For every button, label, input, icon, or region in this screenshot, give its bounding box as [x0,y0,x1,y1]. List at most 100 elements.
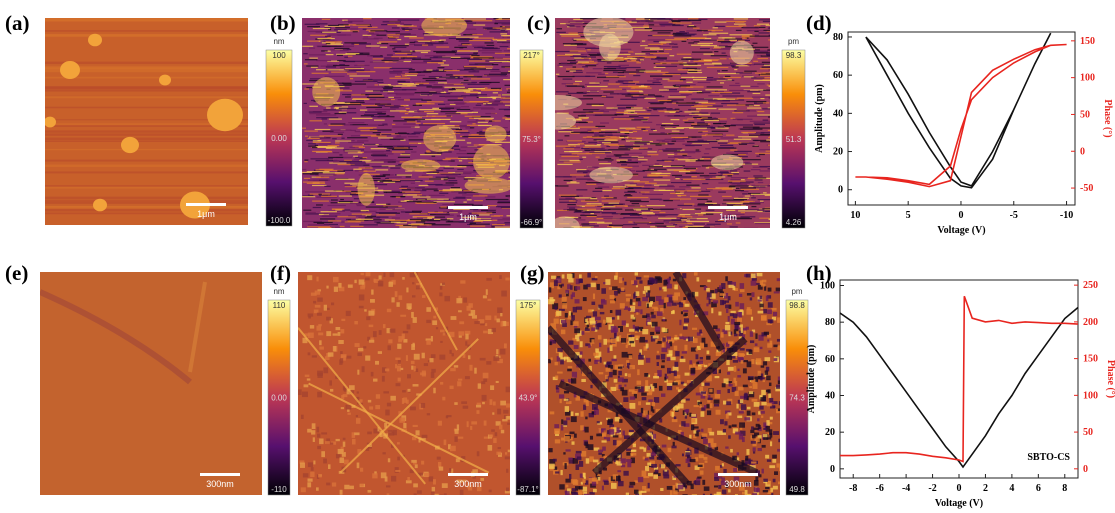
speck [764,332,769,335]
speck [386,204,390,205]
speck [766,54,780,55]
speck [705,225,715,226]
panel-label: (d) [806,11,832,35]
speck [694,208,701,209]
speck [406,480,412,483]
speck [419,124,437,125]
speck [646,358,650,363]
speck [426,86,442,87]
speck [602,212,616,213]
speck [635,29,653,30]
speck [364,144,376,145]
speck [492,224,505,225]
speck [396,383,401,386]
speck [330,132,344,133]
speck [662,123,673,124]
speck [412,81,421,82]
speck [725,322,729,324]
speck [469,224,490,225]
speck [663,289,666,291]
plot-frame [840,280,1078,478]
speck [731,172,739,173]
speck [434,201,455,202]
speck [722,301,726,304]
speck [773,406,775,408]
speck [438,421,442,426]
x-tick-label: 10 [850,210,860,221]
scale-bar-label: 300nm [206,479,234,489]
speck [455,429,459,434]
speck [593,294,595,300]
speck [656,355,660,359]
speck [698,82,711,83]
speck [501,291,507,297]
speck [506,403,510,407]
speck [453,75,473,76]
speck [619,137,624,138]
speck [650,495,654,501]
speck [635,331,638,333]
speck [345,53,359,54]
speck [421,220,440,221]
speck [570,285,572,290]
speck [374,38,383,39]
speck [363,36,368,37]
speck [608,149,630,150]
speck [651,312,654,315]
speck [487,205,496,206]
speck [313,28,330,29]
speck [773,479,776,483]
speck [417,217,427,218]
streak [45,200,248,201]
speck [348,142,364,143]
speck [375,405,380,409]
speck [710,443,716,447]
grain [44,117,56,128]
speck [373,56,383,57]
speck [491,88,501,89]
speck [668,448,672,452]
speck [458,379,462,381]
speck [773,431,779,435]
speck [751,317,753,321]
speck [585,417,587,420]
speck [603,339,607,345]
speck [604,437,607,439]
speck [761,402,766,405]
speck [663,200,673,201]
speck [446,74,453,75]
speck [751,77,764,78]
speck [664,297,668,302]
speck [584,143,604,144]
speck [777,345,780,350]
speck [491,104,511,105]
speck [626,323,629,327]
speck [644,275,649,277]
speck [505,452,507,454]
speck [731,311,736,313]
speck [394,147,408,148]
speck [495,53,514,54]
speck [607,437,610,441]
speck [582,87,585,88]
speck [574,434,577,438]
speck [609,372,613,378]
speck [763,309,767,313]
speck [660,91,678,92]
speck [658,473,661,476]
speck [712,147,734,148]
speck [348,215,365,216]
speck [372,166,389,167]
texture [302,15,530,229]
speck [302,196,315,197]
speck [377,43,381,44]
speck [736,72,752,73]
speck [559,202,577,203]
speck [328,29,331,30]
speck [330,443,333,445]
speck [579,122,588,123]
speck [556,385,559,389]
speck [369,99,391,100]
speck [565,135,570,136]
speck [363,79,383,80]
